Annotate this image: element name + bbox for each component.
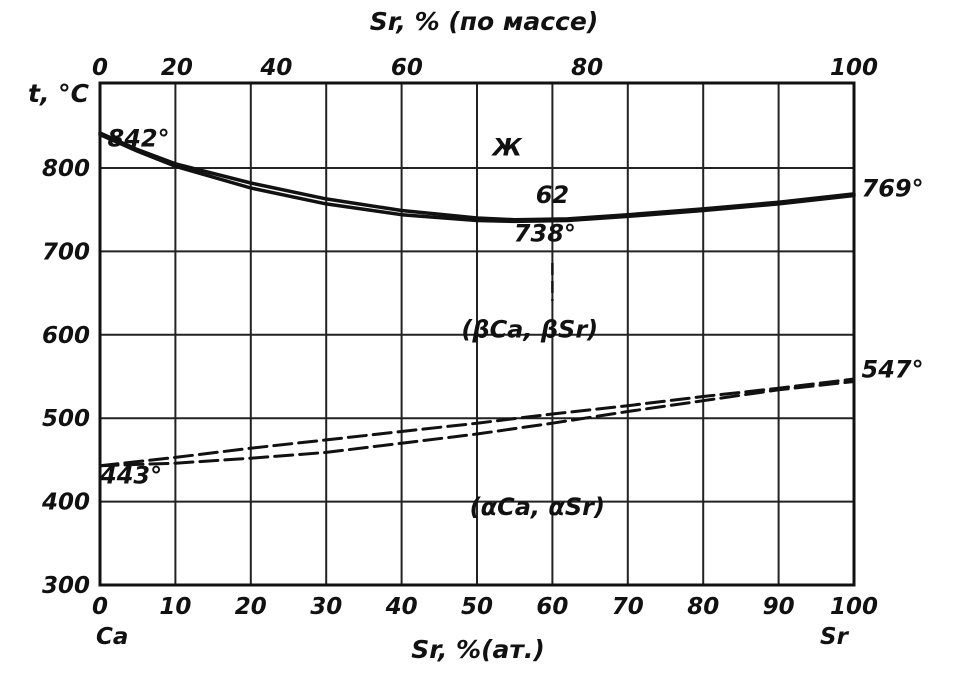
plot-frame [98, 81, 856, 587]
x-tick-label-bottom: 90 [763, 594, 795, 620]
x-tick-label-top: 60 [391, 55, 423, 81]
x-tick-label-bottom: 40 [385, 594, 418, 620]
x-tick-label-bottom: 70 [612, 594, 644, 620]
x-tick-label-bottom: 0 [92, 594, 108, 620]
annotation-label: Ж [490, 133, 522, 161]
x-tick-label-top: 100 [830, 55, 878, 81]
annotation-label: (βCa, βSr) [461, 315, 598, 343]
y-tick-label: 500 [42, 406, 90, 432]
annotations: 842° 769° 62 738° Ж (βCa, βSr) 547° 443° (αCa, α… [99, 124, 924, 521]
x-tick-label-bottom: 80 [687, 594, 719, 620]
x-tick-label-top: 20 [161, 55, 193, 81]
annotation-label: 443° [99, 461, 162, 489]
curves [98, 131, 856, 468]
y-tick-label: 800 [42, 156, 90, 182]
annotation-label: 769° [862, 174, 924, 202]
x-tick-label-bottom: 100 [830, 594, 878, 620]
y-tick-label: 700 [42, 239, 90, 265]
x-tick-label-top: 0 [92, 55, 108, 81]
y-tick-label: 400 [41, 490, 90, 516]
y-axis-title: t, °C [28, 79, 90, 108]
x-axis-bottom-title: Sr, %(ат.) [411, 635, 545, 664]
y-tick-label: 300 [42, 573, 90, 599]
x-tick-label-bottom: 20 [235, 594, 267, 620]
x-axis-top-title: Sr, % (по массе) [370, 7, 599, 36]
grid-lines [100, 83, 854, 585]
annotation-label: 738° [514, 219, 576, 247]
x-tick-label-bottom: 60 [536, 594, 568, 620]
solvus-dashed-curve [98, 380, 856, 468]
x-tick-label-bottom: 10 [159, 594, 191, 620]
liquidus-curve [98, 132, 856, 224]
x-tick-label-top: 40 [259, 55, 292, 81]
tick-labels: 0 10 20 30 40 50 60 70 80 90 100 0 20 40 60 80 100 300 400… [41, 55, 878, 620]
x-tick-label-bottom: 50 [461, 594, 493, 620]
plot-border [98, 81, 856, 587]
y-tick-label: 600 [42, 323, 90, 349]
x-tick-label-bottom: 30 [310, 594, 342, 620]
annotation-label: 62 [536, 181, 569, 209]
annotation-label: (αCa, αSr) [470, 493, 605, 521]
right-endpoint-label: Sr [820, 624, 850, 650]
annotation-label: 842° [108, 124, 170, 152]
left-endpoint-label: Ca [96, 624, 128, 650]
solvus-dashed-curve [98, 377, 856, 468]
x-tick-label-top: 80 [571, 55, 603, 81]
annotation-label: 547° [862, 355, 924, 383]
